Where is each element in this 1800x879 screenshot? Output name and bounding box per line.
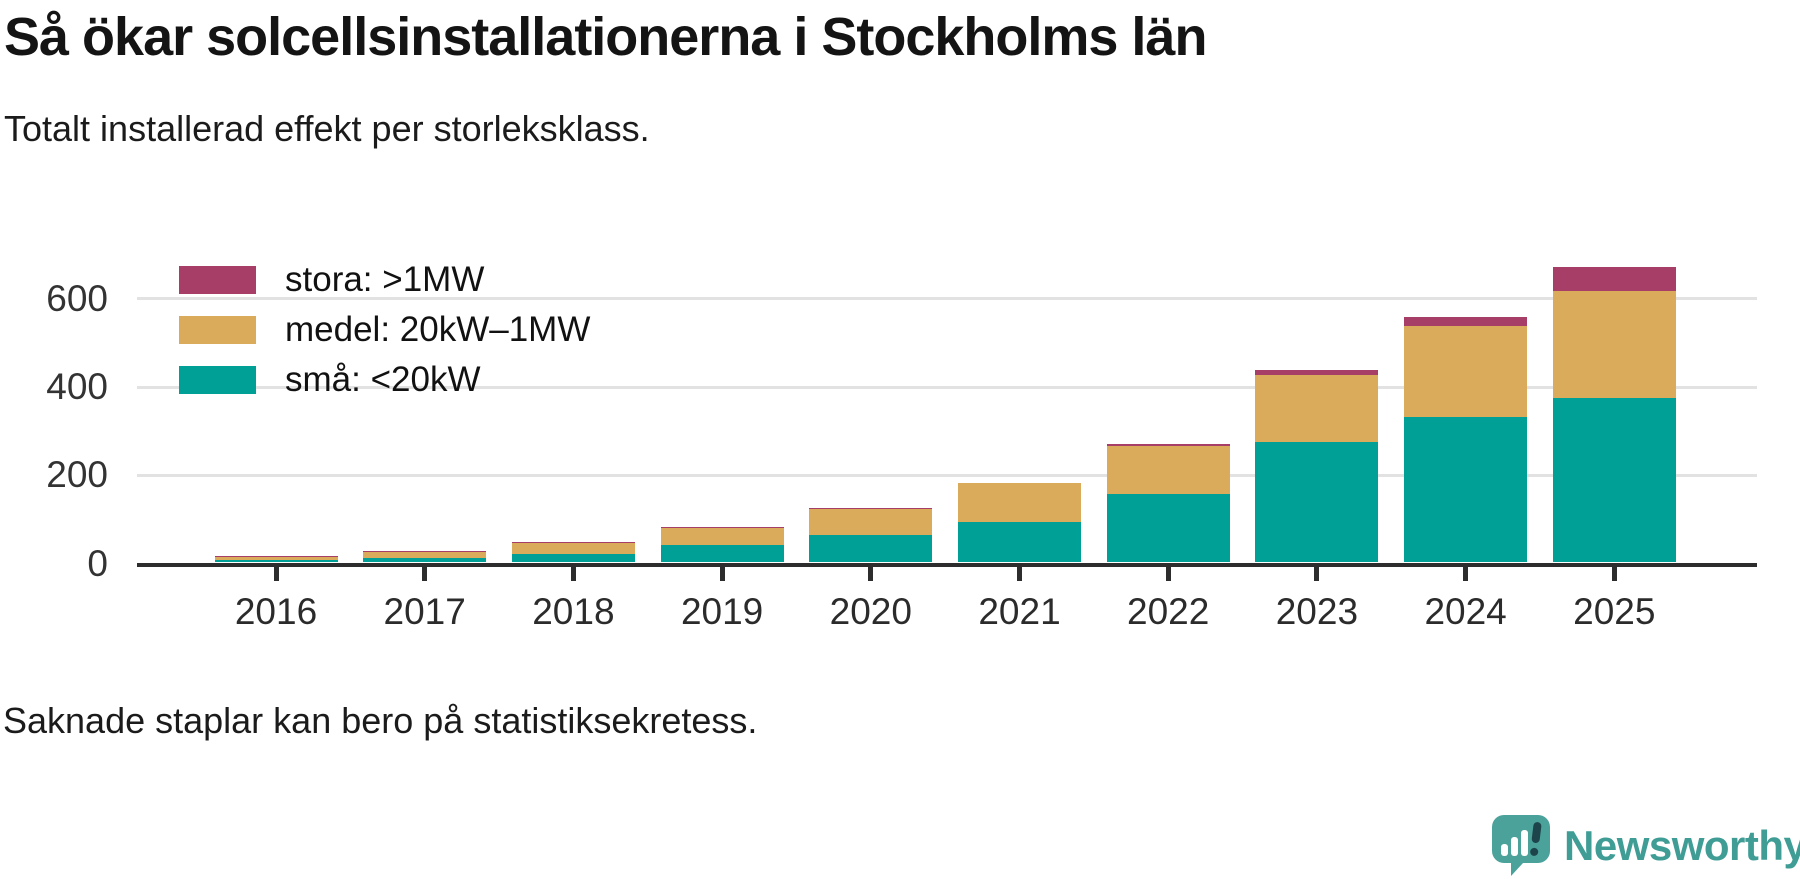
chart-title: Så ökar solcellsinstallationerna i Stock…	[4, 7, 1207, 67]
x-tick-label-2017: 2017	[383, 591, 466, 632]
legend-label-stora: stora: >1MW	[285, 260, 485, 299]
bar-segment-2017-stora	[363, 551, 487, 553]
mini-bar-2	[1511, 837, 1518, 856]
bar-segment-2021-medel	[958, 483, 1081, 522]
bar-2018	[511, 541, 635, 563]
bar-segment-2016-sma	[214, 559, 338, 563]
x-tick-label-2023: 2023	[1275, 591, 1359, 632]
x-tick-label-2024: 2024	[1424, 591, 1507, 632]
bar-segment-2016-medel	[214, 556, 338, 560]
legend-swatch-sma	[179, 366, 256, 394]
bar-segment-2025-medel	[1552, 290, 1676, 399]
bar-2023	[1255, 369, 1379, 563]
x-tick-2017	[422, 566, 428, 581]
footnote: Saknade staplar kan bero på statistiksek…	[3, 700, 758, 741]
legend-item-medel: medel: 20kW–1MW	[179, 310, 590, 349]
newsworthy-icon	[1492, 815, 1550, 876]
mini-bar-1	[1501, 844, 1508, 856]
legend-swatch-medel	[179, 316, 256, 344]
bar-segment-2025-sma	[1552, 398, 1676, 563]
bar-segment-2020-medel	[809, 508, 933, 536]
legend-item-sma: små: <20kW	[179, 360, 590, 399]
x-tick-2018	[570, 566, 576, 581]
bar-segment-2018-sma	[511, 554, 635, 563]
x-tick-2019	[719, 566, 725, 581]
bar-segment-2019-medel	[660, 527, 784, 546]
x-tick-label-2019: 2019	[680, 591, 764, 632]
x-tick-label-2020: 2020	[829, 591, 912, 632]
x-tick-2023	[1314, 566, 1320, 581]
bar-segment-2019-stora	[660, 526, 784, 528]
y-tick-label-600: 600	[46, 277, 108, 319]
x-tick-2024	[1463, 566, 1469, 581]
bar-segment-2017-sma	[363, 557, 487, 563]
bar-segment-2022-medel	[1106, 445, 1230, 495]
gridline-200	[137, 473, 1757, 477]
bar-segment-2024-medel	[1404, 326, 1528, 417]
bar-segment-2020-sma	[809, 535, 933, 563]
x-axis-line	[137, 562, 1757, 567]
gridline-400	[137, 385, 1757, 389]
legend: stora: >1MW medel: 20kW–1MW små: <20kW	[179, 260, 590, 416]
bar-segment-2023-stora	[1255, 369, 1379, 375]
x-tick-2020	[868, 566, 874, 581]
x-tick-2021	[1017, 566, 1022, 581]
y-tick-label-400: 400	[46, 366, 108, 408]
bar-segment-2020-stora	[809, 507, 933, 509]
bar-2024	[1404, 317, 1528, 563]
bar-segment-2019-sma	[660, 545, 784, 563]
x-tick-label-2016: 2016	[234, 591, 318, 632]
x-tick-2022	[1165, 566, 1171, 581]
bar-segment-2023-medel	[1255, 374, 1379, 442]
bar-segment-2018-medel	[511, 542, 635, 555]
bar-segment-2023-sma	[1255, 441, 1379, 563]
bar-2020	[809, 507, 933, 563]
bar-segment-2024-sma	[1404, 416, 1528, 563]
bar-segment-2025-stora	[1552, 267, 1676, 291]
bar-2021	[958, 482, 1081, 563]
legend-item-stora: stora: >1MW	[179, 260, 590, 299]
x-tick-2016	[273, 566, 279, 581]
legend-swatch-stora	[179, 266, 256, 294]
x-tick-label-2021: 2021	[978, 591, 1061, 632]
chart-subtitle: Totalt installerad effekt per storlekskl…	[4, 108, 650, 149]
bar-2022	[1106, 443, 1230, 563]
exclamation-mark	[1530, 822, 1542, 856]
bar-segment-2021-sma	[958, 521, 1081, 563]
newsworthy-wordmark: Newsworthy	[1564, 822, 1800, 869]
newsworthy-logo: Newsworthy	[1492, 815, 1800, 877]
y-tick-label-200: 200	[46, 454, 108, 496]
x-tick-2025	[1611, 566, 1617, 581]
mini-bar-3	[1521, 830, 1528, 856]
x-tick-label-2025: 2025	[1573, 591, 1656, 632]
bar-segment-2022-sma	[1106, 494, 1230, 563]
bar-2019	[660, 526, 784, 563]
y-tick-label-0: 0	[87, 542, 108, 584]
bar-segment-2024-stora	[1404, 317, 1528, 327]
legend-label-sma: små: <20kW	[285, 360, 481, 399]
legend-label-medel: medel: 20kW–1MW	[285, 310, 591, 349]
bar-2025	[1552, 267, 1676, 563]
bar-segment-2022-stora	[1106, 443, 1230, 446]
x-tick-label-2022: 2022	[1127, 591, 1210, 632]
bar-2017	[363, 551, 487, 563]
bar-segment-2018-stora	[511, 541, 635, 543]
bar-2016	[214, 556, 338, 563]
gridline-600	[137, 297, 1757, 301]
bar-segment-2017-medel	[363, 552, 487, 558]
x-tick-label-2018: 2018	[532, 591, 615, 632]
